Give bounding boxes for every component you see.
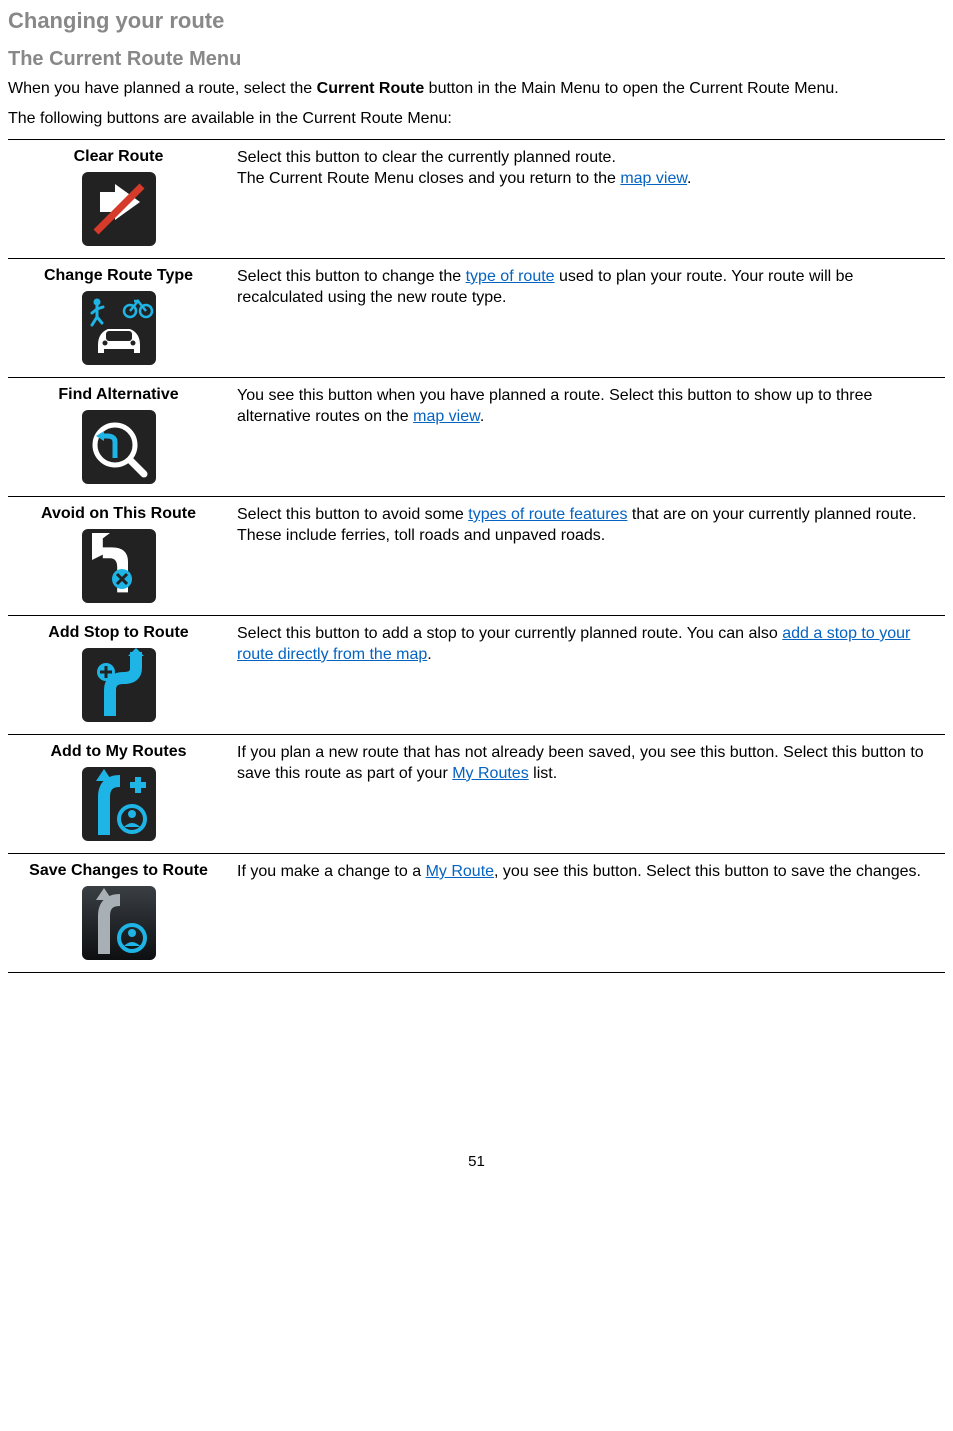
table-row: Change Route Type [8,259,945,378]
lead-paragraph: The following buttons are available in t… [8,109,945,129]
inline-link[interactable]: My Route [426,863,494,880]
intro-pre: When you have planned a route, select th… [8,80,317,97]
row-description: If you make a change to a My Route, you … [229,854,945,973]
section-heading: The Current Route Menu [8,48,945,71]
table-row: Find Alternative You see this button whe… [8,378,945,497]
page-title: Changing your route [8,8,945,34]
row-description: If you plan a new route that has not alr… [229,735,945,854]
add-to-my-routes-icon [82,767,156,841]
table-row: Avoid on This Route Select this button t… [8,497,945,616]
find-alternative-icon [82,410,156,484]
inline-link[interactable]: add a stop to your route directly from t… [237,625,910,663]
inline-link[interactable]: My Routes [452,765,528,782]
row-label: Clear Route [16,148,221,166]
row-description: You see this button when you have planne… [229,378,945,497]
intro-bold: Current Route [317,80,425,97]
add-stop-icon [82,648,156,722]
route-menu-table: Clear Route Select this button to clear … [8,139,945,973]
row-label: Save Changes to Route [16,862,221,880]
table-row: Save Changes to Route [8,854,945,973]
row-label: Find Alternative [16,386,221,404]
save-changes-icon [82,886,156,960]
row-description: Select this button to clear the currentl… [229,140,945,259]
row-label: Change Route Type [16,267,221,285]
page-number: 51 [8,1153,945,1170]
inline-link[interactable]: types of route features [468,506,627,523]
row-description: Select this button to avoid some types o… [229,497,945,616]
table-row: Add to My Routes If you plan a new route… [8,735,945,854]
intro-post: button in the Main Menu to open the Curr… [424,80,838,97]
row-label: Avoid on This Route [16,505,221,523]
change-route-type-icon [82,291,156,365]
intro-paragraph: When you have planned a route, select th… [8,79,945,99]
row-label: Add Stop to Route [16,624,221,642]
row-description: Select this button to change the type of… [229,259,945,378]
clear-route-icon [82,172,156,246]
inline-link[interactable]: map view [413,408,480,425]
inline-link[interactable]: type of route [466,268,555,285]
table-row: Add Stop to Route Select this button to … [8,616,945,735]
row-description: Select this button to add a stop to your… [229,616,945,735]
inline-link[interactable]: map view [620,170,687,187]
table-row: Clear Route Select this button to clear … [8,140,945,259]
row-label: Add to My Routes [16,743,221,761]
avoid-on-route-icon [82,529,156,603]
